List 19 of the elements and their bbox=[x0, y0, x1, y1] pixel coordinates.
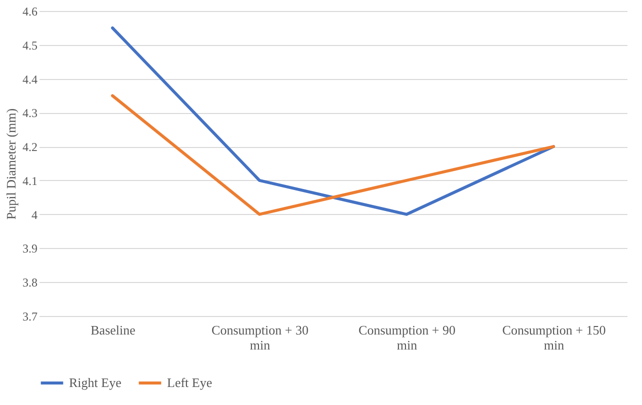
x-tick-label: Consumption + 150 min bbox=[502, 322, 606, 352]
y-tick-label: 3.7 bbox=[22, 310, 38, 324]
legend-label: Right Eye bbox=[69, 375, 122, 390]
y-tick-label: 4.5 bbox=[22, 38, 38, 52]
x-tick-label: Consumption + 90 min bbox=[358, 322, 456, 352]
x-tick-label: Consumption + 30 min bbox=[212, 322, 308, 352]
y-tick-label: 4.6 bbox=[22, 4, 38, 18]
y-tick-label: 4.1 bbox=[22, 174, 38, 188]
y-tick-label: 4.3 bbox=[22, 106, 38, 120]
legend-label: Left Eye bbox=[167, 375, 212, 390]
y-tick-label: 4 bbox=[32, 208, 38, 222]
y-tick-label: 4.4 bbox=[22, 72, 38, 86]
y-tick-label: 4.2 bbox=[22, 140, 38, 154]
x-tick-label: Baseline bbox=[90, 322, 136, 338]
line-series bbox=[111, 94, 555, 216]
y-tick-label: 3.8 bbox=[22, 276, 38, 290]
y-tick-label: 3.9 bbox=[22, 242, 38, 256]
line-series bbox=[111, 26, 555, 216]
y-axis-title: Pupil Diameter (mm) bbox=[4, 108, 18, 220]
